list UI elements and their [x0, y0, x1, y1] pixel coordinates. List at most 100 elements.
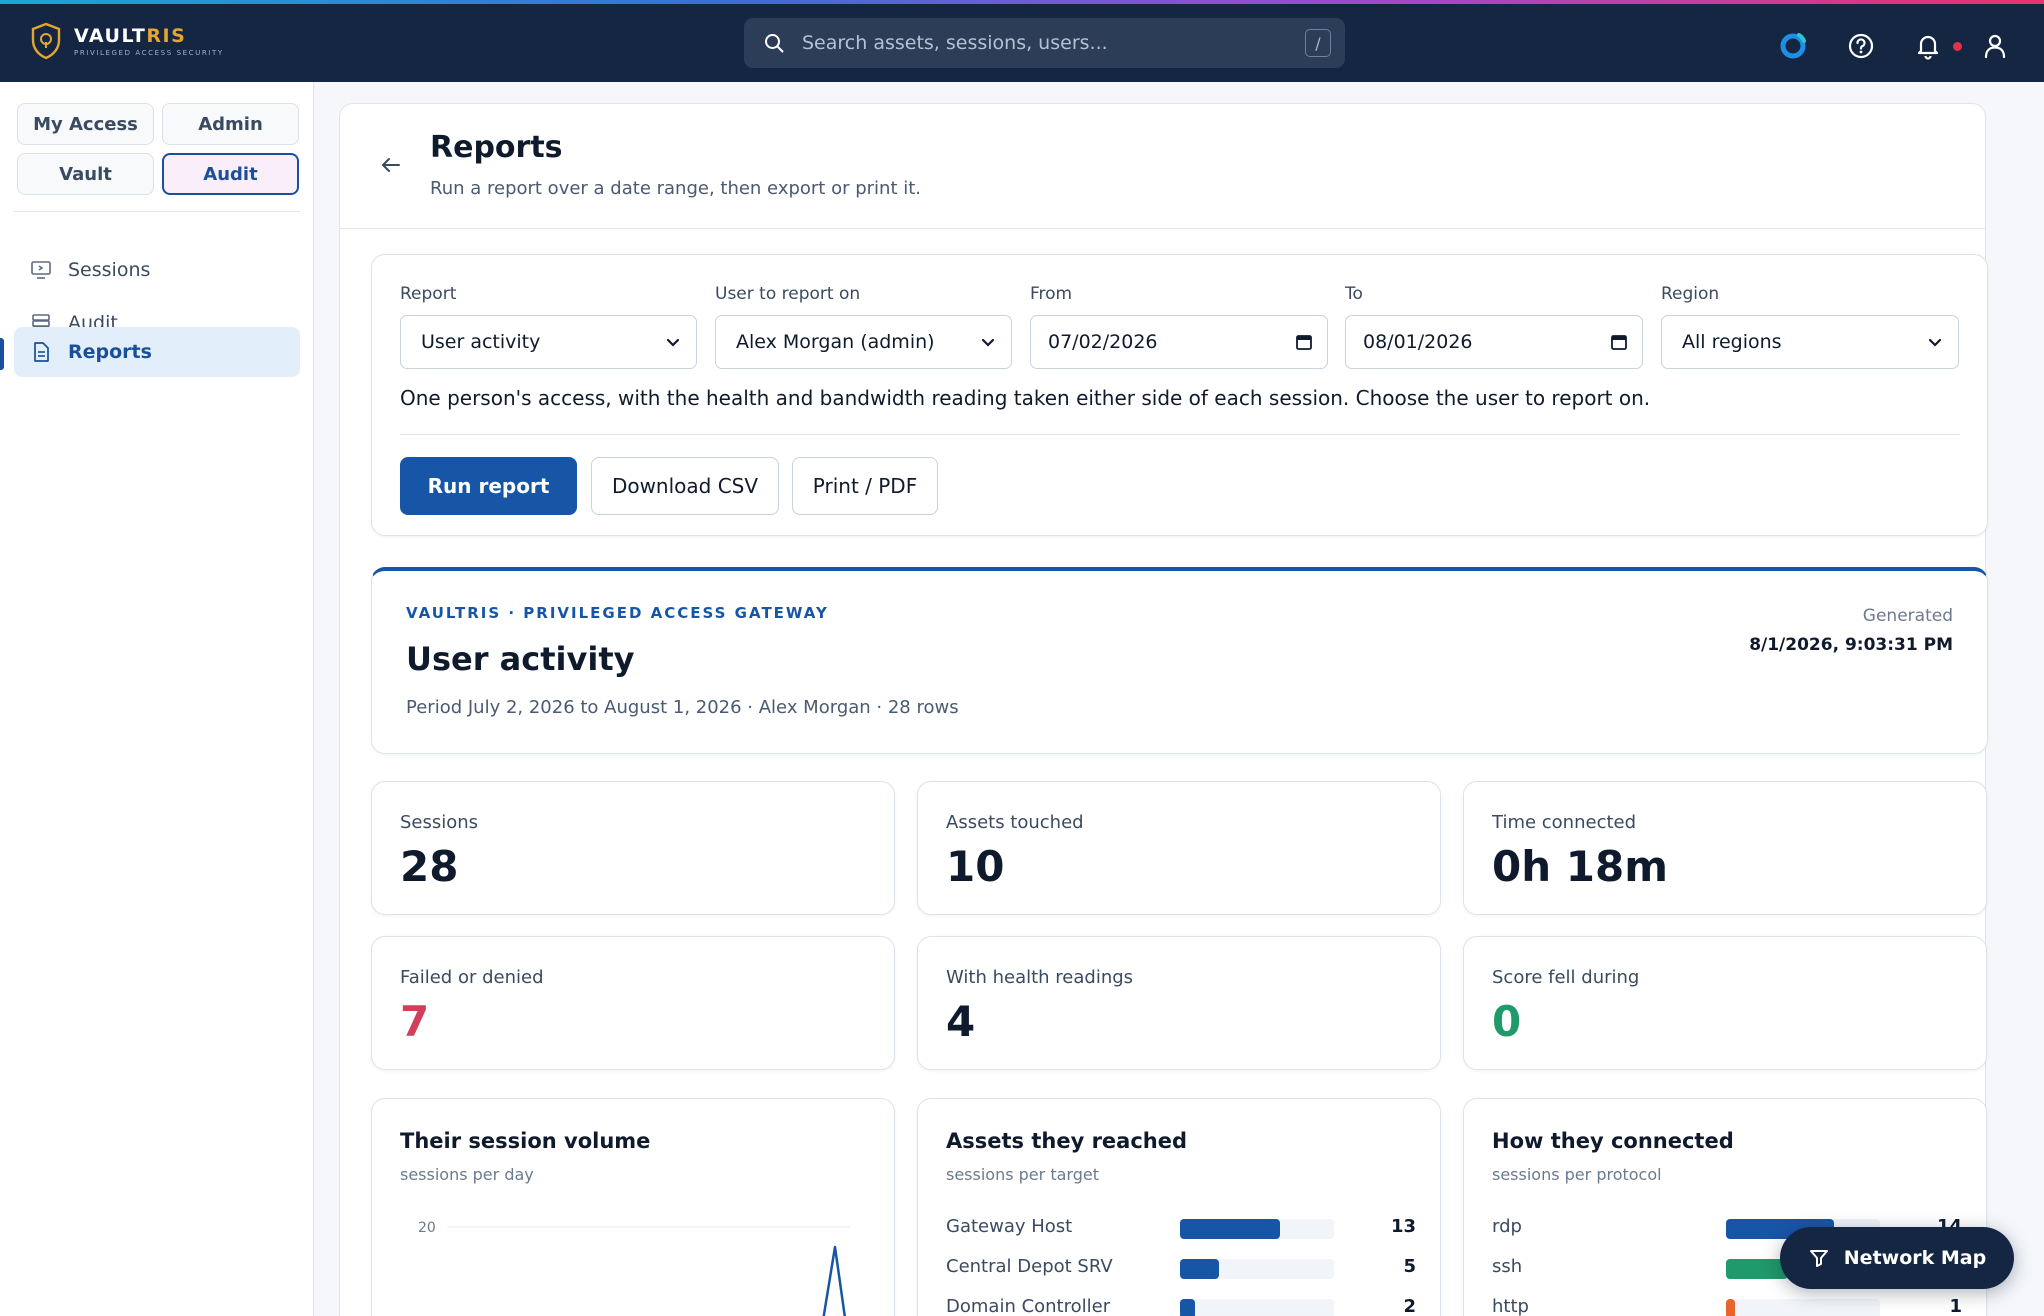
panel-title: Their session volume	[400, 1129, 651, 1153]
bell-icon[interactable]	[1914, 32, 1942, 60]
top-navigation-bar: VAULTRIS PRIVILEGED ACCESS SECURITY /	[0, 4, 2044, 82]
volume-series-line	[822, 1245, 847, 1316]
active-nav-marker	[0, 338, 4, 370]
chevron-down-icon	[666, 338, 680, 347]
bar-fill	[1726, 1259, 1788, 1279]
bar-track	[1726, 1299, 1880, 1316]
monitor-icon	[31, 261, 51, 279]
run-report-button[interactable]: Run report	[400, 457, 577, 515]
user-select[interactable]: Alex Morgan (admin)	[715, 315, 1012, 369]
stat-label: Failed or denied	[400, 967, 544, 988]
region-select-value: All regions	[1682, 331, 1782, 353]
bar-label: Domain Controller	[946, 1296, 1111, 1316]
download-csv-button[interactable]: Download CSV	[591, 457, 779, 515]
sidebar-item-reports[interactable]: Reports	[14, 327, 300, 377]
stat-label: With health readings	[946, 967, 1134, 988]
from-date-label: From	[1030, 284, 1073, 304]
stat-value: 0	[1492, 997, 1522, 1046]
bar-value: 2	[1403, 1296, 1416, 1316]
bar-track	[1180, 1219, 1334, 1239]
stat-card-time-connected: Time connected 0h 18m	[1463, 781, 1987, 915]
panel-subtitle: sessions per day	[400, 1165, 534, 1184]
mode-tab-my-access[interactable]: My Access	[17, 103, 154, 145]
sidebar-item-label: Sessions	[68, 259, 151, 281]
header-divider	[340, 228, 1985, 229]
y-tick-label: 20	[418, 1220, 436, 1236]
protocol-bar-row: http 1	[1492, 1292, 1962, 1316]
user-icon[interactable]	[1981, 32, 2009, 60]
mode-tab-audit[interactable]: Audit	[162, 153, 299, 195]
network-map-button[interactable]: Network Map	[1780, 1227, 2014, 1289]
region-select[interactable]: All regions	[1661, 315, 1959, 369]
stat-card-assets-touched: Assets touched 10	[917, 781, 1441, 915]
stat-card-failed-denied: Failed or denied 7	[371, 936, 895, 1070]
asset-bar-row: Domain Controller 2	[946, 1292, 1416, 1316]
bar-value: 5	[1403, 1256, 1416, 1277]
stat-label: Time connected	[1492, 812, 1637, 833]
stat-card-sessions: Sessions 28	[371, 781, 895, 915]
bar-fill	[1726, 1299, 1736, 1316]
to-date-label: To	[1345, 284, 1363, 304]
bar-fill	[1180, 1299, 1196, 1316]
stat-card-score-fell: Score fell during 0	[1463, 936, 1987, 1070]
calendar-icon[interactable]	[1610, 333, 1628, 351]
stat-label: Score fell during	[1492, 967, 1640, 988]
stat-value: 7	[400, 997, 430, 1046]
report-summary-card	[371, 567, 1988, 754]
bar-value: 13	[1390, 1216, 1416, 1237]
print-pdf-button[interactable]: Print / PDF	[792, 457, 938, 515]
shield-logo-icon	[31, 22, 61, 60]
report-description: One person's access, with the health and…	[400, 386, 1651, 410]
stat-label: Assets touched	[946, 812, 1084, 833]
notification-badge	[1953, 42, 1962, 51]
brand-logo[interactable]: VAULTRIS PRIVILEGED ACCESS SECURITY	[30, 22, 224, 60]
mode-tab-admin[interactable]: Admin	[162, 103, 299, 145]
stat-card-health-readings: With health readings 4	[917, 936, 1441, 1070]
bar-fill	[1180, 1219, 1281, 1239]
panel-title: How they connected	[1492, 1129, 1734, 1153]
session-volume-panel: Their session volume sessions per day 20	[371, 1098, 895, 1316]
user-select-label: User to report on	[715, 284, 861, 304]
report-period: Period July 2, 2026 to August 1, 2026 · …	[406, 697, 959, 718]
sidebar-divider	[14, 211, 300, 212]
to-date-value: 08/01/2026	[1363, 331, 1473, 353]
stat-label: Sessions	[400, 812, 479, 833]
page-subtitle: Run a report over a date range, then exp…	[430, 178, 922, 199]
back-arrow-icon[interactable]	[379, 153, 403, 177]
generated-timestamp: 8/1/2026, 9:03:31 PM	[1749, 635, 1953, 655]
bar-label: Central Depot SRV	[946, 1256, 1113, 1277]
from-date-input[interactable]: 07/02/2026	[1030, 315, 1328, 369]
mode-tab-vault[interactable]: Vault	[17, 153, 154, 195]
bar-value: 1	[1949, 1296, 1962, 1316]
chevron-down-icon	[1928, 338, 1942, 347]
bar-label: Gateway Host	[946, 1216, 1073, 1237]
stat-value: 28	[400, 842, 459, 891]
from-date-value: 07/02/2026	[1048, 331, 1158, 353]
stat-value: 0h 18m	[1492, 842, 1668, 891]
calendar-icon[interactable]	[1295, 333, 1313, 351]
page-title: Reports	[430, 130, 563, 165]
report-type-value: User activity	[421, 331, 541, 353]
sidebar-item-label: Reports	[68, 341, 152, 363]
bar-track	[1180, 1259, 1334, 1279]
user-select-value: Alex Morgan (admin)	[736, 331, 935, 353]
sidebar-item-sessions[interactable]: Sessions	[14, 245, 300, 295]
search-input[interactable]	[802, 32, 1305, 54]
network-map-label: Network Map	[1843, 1247, 1987, 1269]
report-eyebrow: VAULTRIS · PRIVILEGED ACCESS GATEWAY	[406, 604, 829, 622]
sidebar: My Access Admin Vault Audit Sessions Aud…	[0, 82, 314, 1316]
report-type-select[interactable]: User activity	[400, 315, 697, 369]
report-title: User activity	[406, 640, 635, 678]
assets-reached-panel: Assets they reached sessions per target …	[917, 1098, 1441, 1316]
top-accent-bar	[0, 0, 2044, 4]
bar-track	[1180, 1299, 1334, 1316]
filter-icon	[1809, 1250, 1828, 1267]
search-shortcut-hint: /	[1305, 29, 1331, 57]
report-type-label: Report	[400, 284, 457, 304]
session-volume-chart: 20	[418, 1220, 850, 1316]
global-search[interactable]: /	[744, 18, 1345, 68]
help-icon[interactable]	[1847, 32, 1875, 60]
bar-label: ssh	[1492, 1256, 1523, 1277]
sync-status-icon[interactable]	[1779, 31, 1807, 59]
to-date-input[interactable]: 08/01/2026	[1345, 315, 1643, 369]
